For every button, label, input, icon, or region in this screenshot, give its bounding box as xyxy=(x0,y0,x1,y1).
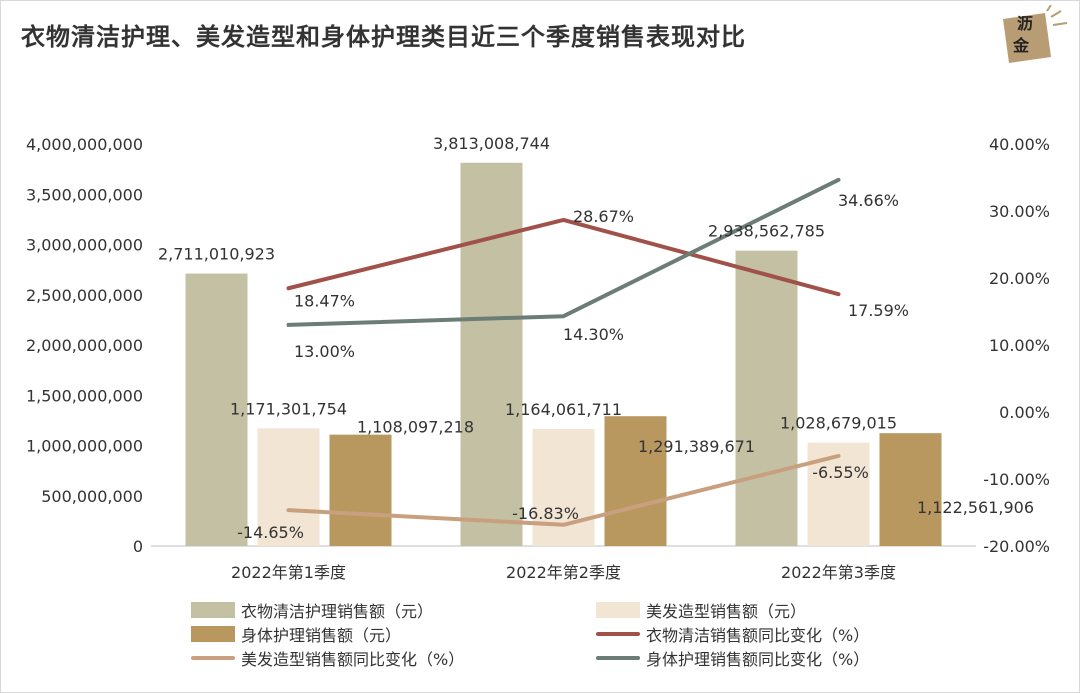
bar-bar3 xyxy=(604,416,667,546)
bar-bar2 xyxy=(807,442,870,546)
line-line1 xyxy=(286,217,841,297)
y-axis-right: -20.00% -10.00% 0.00% 10.00% 20.00% 30.00% 40.… xyxy=(983,135,1050,556)
line-data-label: 18.47% xyxy=(294,291,355,310)
bar-bar1 xyxy=(185,273,248,546)
bar-data-label: 2,711,010,923 xyxy=(158,245,275,264)
legend-swatch xyxy=(191,656,235,660)
y-left-tick-label: 2,000,000,000 xyxy=(26,336,143,355)
bar-bar2 xyxy=(257,428,320,546)
legend-item-line1[interactable]: 衣物清洁销售额同比变化（%） xyxy=(596,623,991,645)
legend-label: 美发造型销售额同比变化（%） xyxy=(241,650,465,669)
y-left-tick-label: 3,500,000,000 xyxy=(26,185,143,204)
y-left-tick-label: 2,500,000,000 xyxy=(26,286,143,305)
legend-label: 身体护理销售额（元） xyxy=(241,626,402,645)
logo-ray xyxy=(1050,10,1062,18)
bar-series xyxy=(185,162,942,547)
legend-item-bar2[interactable]: 美发造型销售额（元） xyxy=(596,599,991,621)
x-tick-label: 2022年第1季度 xyxy=(231,563,346,582)
legend-label: 衣物清洁护理销售额（元） xyxy=(241,602,434,621)
legend-swatch xyxy=(596,632,640,636)
bar-data-label: 1,171,301,754 xyxy=(230,399,347,418)
logo-badge xyxy=(1003,13,1051,63)
bar-data-label: 1,108,097,218 xyxy=(357,418,474,437)
line-line3 xyxy=(286,177,841,327)
y-left-tick-label: 4,000,000,000 xyxy=(26,135,143,154)
y-left-tick-label: 3,000,000,000 xyxy=(26,236,143,255)
legend-label: 身体护理销售额同比变化（%） xyxy=(646,650,870,669)
legend-swatch xyxy=(596,656,640,660)
logo-ray xyxy=(1052,22,1068,26)
legend-swatch xyxy=(191,626,235,642)
bar-bar2 xyxy=(532,429,595,546)
x-tick-label: 2022年第2季度 xyxy=(506,563,621,582)
bar-data-label: 2,938,562,785 xyxy=(708,222,825,241)
legend-item-bar3[interactable]: 身体护理销售额（元） xyxy=(191,623,596,645)
logo-text-top: 沥 xyxy=(1017,14,1033,33)
bar-data-label: 1,291,389,671 xyxy=(638,437,755,456)
line-data-label: 34.66% xyxy=(838,191,899,210)
legend-item-line3[interactable]: 身体护理销售额同比变化（%） xyxy=(596,647,991,669)
line-data-label: -14.65% xyxy=(237,523,304,542)
y-left-tick-label: 0 xyxy=(133,537,143,556)
line-data-label: 17.59% xyxy=(848,301,909,320)
legend-item-bar1[interactable]: 衣物清洁护理销售额（元） xyxy=(191,599,596,621)
chart-legend: 衣物清洁护理销售额（元） 美发造型销售额（元） 身体护理销售额（元） 衣物清洁销… xyxy=(191,599,991,669)
legend-label: 美发造型销售额（元） xyxy=(646,602,807,621)
line-data-label: 13.00% xyxy=(294,342,355,361)
legend-item-line2[interactable]: 美发造型销售额同比变化（%） xyxy=(191,647,596,669)
y-right-tick-label: -20.00% xyxy=(983,537,1050,556)
line-data-label: -16.83% xyxy=(512,504,579,523)
line-data-label: 14.30% xyxy=(563,325,624,344)
bar-bar3 xyxy=(879,433,942,546)
y-left-tick-label: 500,000,000 xyxy=(41,487,143,506)
y-axis-left: 0 500,000,000 1,000,000,000 1,500,000,000 2,… xyxy=(26,135,143,556)
bar-data-label: 1,028,679,015 xyxy=(780,414,897,433)
legend-label: 衣物清洁销售额同比变化（%） xyxy=(646,626,870,645)
y-right-tick-label: 20.00% xyxy=(989,269,1050,288)
logo-ray xyxy=(1046,5,1052,12)
y-right-tick-label: 0.00% xyxy=(999,403,1050,422)
x-axis: 2022年第1季度 2022年第2季度 2022年第3季度 xyxy=(151,545,976,582)
line-series xyxy=(286,177,841,527)
y-right-tick-label: -10.00% xyxy=(983,470,1050,489)
brand-logo: 沥 金 xyxy=(1003,5,1068,63)
bar-bar1 xyxy=(460,162,523,547)
legend-swatch xyxy=(596,602,640,618)
y-right-tick-label: 30.00% xyxy=(989,202,1050,221)
bar-bar1 xyxy=(735,250,798,546)
y-left-tick-label: 1,000,000,000 xyxy=(26,437,143,456)
line-line2 xyxy=(286,453,841,527)
bar-data-label: 1,164,061,711 xyxy=(505,400,622,419)
legend-swatch xyxy=(191,602,235,618)
logo-text-bottom: 金 xyxy=(1012,36,1030,55)
combo-chart: 0 500,000,000 1,000,000,000 1,500,000,000 2,… xyxy=(26,134,1050,582)
bar-bar3 xyxy=(329,434,392,546)
line-data-label: -6.55% xyxy=(812,463,869,482)
line-data-label: 28.67% xyxy=(573,207,634,226)
chart-title: 衣物清洁护理、美发造型和身体护理类目近三个季度销售表现对比 xyxy=(21,23,746,51)
bar-data-label: 3,813,008,744 xyxy=(433,134,550,153)
y-left-tick-label: 1,500,000,000 xyxy=(26,386,143,405)
x-tick-label: 2022年第3季度 xyxy=(781,563,896,582)
bar-data-label: 1,122,561,906 xyxy=(917,498,1034,517)
y-right-tick-label: 10.00% xyxy=(989,336,1050,355)
data-labels: 2,711,010,923 3,813,008,744 2,938,562,785 1… xyxy=(158,134,1034,542)
y-right-tick-label: 40.00% xyxy=(989,135,1050,154)
